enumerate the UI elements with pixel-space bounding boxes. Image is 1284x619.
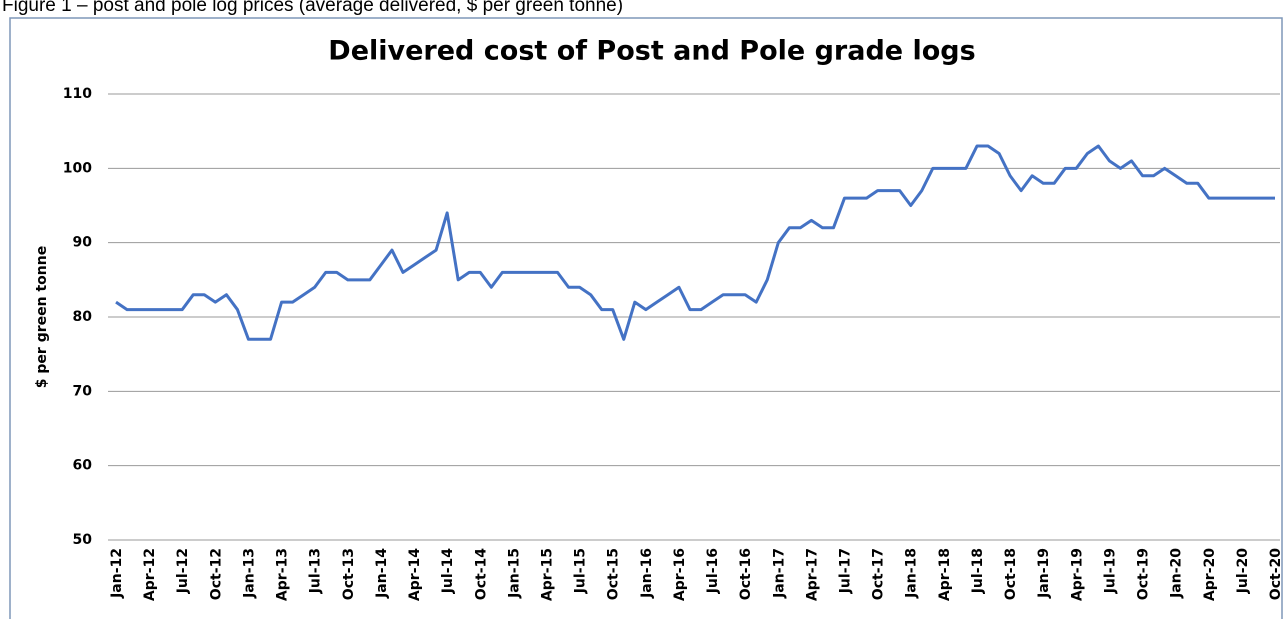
x-tick-label: Jul-17 xyxy=(838,548,854,594)
y-tick-label: 60 xyxy=(73,458,93,474)
x-tick-label: Jul-20 xyxy=(1235,548,1251,595)
x-tick-label: Jan-19 xyxy=(1036,548,1052,599)
x-tick-label: Jan-14 xyxy=(374,548,390,599)
x-tick-label: Oct-18 xyxy=(1003,548,1019,600)
x-tick-label: Jan-20 xyxy=(1169,548,1185,599)
y-axis-label: $ per green tonne xyxy=(34,246,50,388)
y-tick-label: 110 xyxy=(63,86,92,102)
chart-title: Delivered cost of Post and Pole grade lo… xyxy=(328,36,975,67)
x-tick-label: Apr-13 xyxy=(275,548,291,601)
x-tick-label: Oct-20 xyxy=(1268,548,1284,600)
x-tick-label: Jul-15 xyxy=(573,548,589,594)
x-tick-label: Apr-14 xyxy=(407,548,423,601)
x-tick-label: Apr-18 xyxy=(937,548,953,601)
y-tick-label: 70 xyxy=(73,383,93,399)
x-tick-label: Oct-15 xyxy=(606,548,622,600)
data-line xyxy=(115,144,1275,341)
x-tick-label: Apr-19 xyxy=(1069,548,1085,601)
x-tick-label: Jul-12 xyxy=(175,548,191,594)
y-tick-label: 100 xyxy=(63,160,92,176)
x-tick-label: Jul-14 xyxy=(440,548,456,595)
x-tick-label: Jul-18 xyxy=(970,548,986,594)
caption: Figure 1 – post and pole log prices (ave… xyxy=(2,0,623,16)
x-tick-label: Apr-20 xyxy=(1202,548,1218,601)
y-tick-label: 90 xyxy=(73,235,93,251)
x-tick-label: Apr-16 xyxy=(672,548,688,601)
x-tick-label: Apr-15 xyxy=(539,548,555,601)
x-tick-label: Oct-14 xyxy=(473,548,489,600)
x-tick-label: Jan-18 xyxy=(904,548,920,599)
x-tick-label: Jan-13 xyxy=(241,548,257,599)
x-tick-label: Oct-16 xyxy=(738,548,754,600)
chart-frame xyxy=(9,17,1283,619)
x-tick-label: Jul-16 xyxy=(705,548,721,594)
y-tick-label: 50 xyxy=(73,532,93,548)
x-tick-label: Jul-13 xyxy=(308,548,324,594)
x-tick-label: Oct-19 xyxy=(1136,548,1152,600)
x-tick-label: Jul-19 xyxy=(1102,548,1118,594)
x-tick-label: Oct-13 xyxy=(341,548,357,600)
x-tick-label: Jan-15 xyxy=(506,548,522,599)
x-tick-label: Jan-16 xyxy=(639,548,655,599)
x-tick-label: Apr-12 xyxy=(142,548,158,601)
x-tick-label: Oct-12 xyxy=(208,548,224,600)
x-tick-label: Apr-17 xyxy=(804,548,820,601)
y-tick-label: 80 xyxy=(73,309,93,325)
x-tick-label: Jan-12 xyxy=(109,548,125,599)
x-tick-label: Jan-17 xyxy=(771,548,787,599)
x-tick-label: Oct-17 xyxy=(871,548,887,600)
